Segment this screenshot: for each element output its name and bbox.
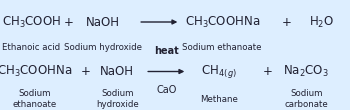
Text: Sodium ethanoate: Sodium ethanoate [182,43,262,52]
Text: +: + [263,65,273,78]
Text: CaO: CaO [156,85,176,95]
Text: +: + [63,16,73,28]
Text: CH$_3$COOH: CH$_3$COOH [2,14,61,30]
Text: heat: heat [154,46,178,56]
Text: Ethanoic acid: Ethanoic acid [2,43,61,52]
Text: Sodium
ethanoate: Sodium ethanoate [13,89,57,109]
Text: Sodium hydroxide: Sodium hydroxide [64,43,142,52]
Text: CH$_4$$_{(g)}$: CH$_4$$_{(g)}$ [201,63,237,80]
Text: Sodium
carbonate: Sodium carbonate [284,89,328,109]
Text: Sodium
hydroxide: Sodium hydroxide [96,89,139,109]
Text: NaOH: NaOH [86,16,120,28]
Text: NaOH: NaOH [100,65,134,78]
Text: +: + [81,65,91,78]
Text: +: + [282,16,292,28]
Text: CH$_3$COOHNa: CH$_3$COOHNa [184,14,260,30]
Text: Na$_2$CO$_3$: Na$_2$CO$_3$ [284,64,329,79]
Text: Methane: Methane [200,94,238,104]
Text: CH$_3$COOHNa: CH$_3$COOHNa [0,64,73,79]
Text: H$_2$O: H$_2$O [309,14,335,30]
